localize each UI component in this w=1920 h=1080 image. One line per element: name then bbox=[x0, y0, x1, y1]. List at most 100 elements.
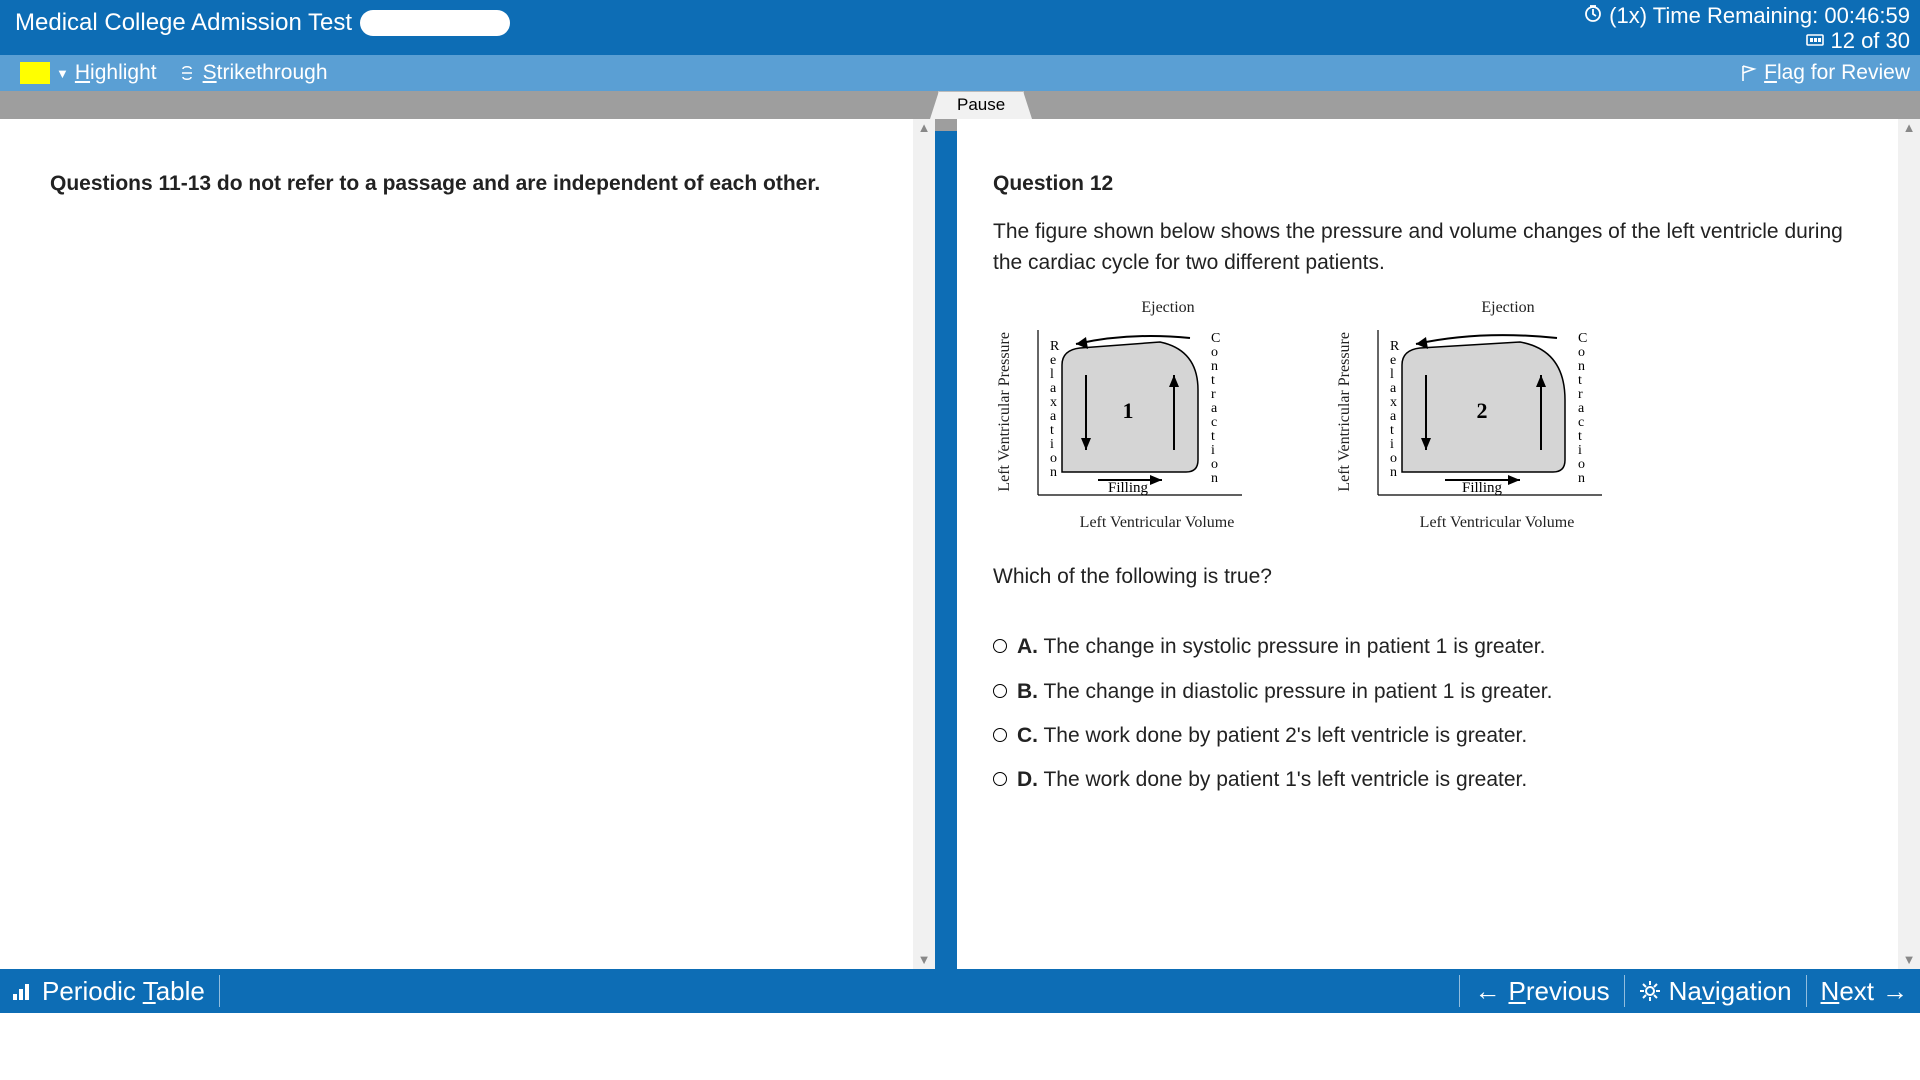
periodic-table-icon bbox=[12, 981, 34, 1001]
pv-loop-1: 1 Relaxation Contraction Filling bbox=[1020, 320, 1250, 505]
separator bbox=[1624, 975, 1625, 1007]
svg-text:e: e bbox=[1390, 353, 1396, 368]
svg-text:i: i bbox=[1050, 437, 1054, 452]
question-progress[interactable]: 12 of 30 bbox=[1583, 28, 1910, 53]
question-stem: The figure shown below shows the pressur… bbox=[993, 217, 1860, 278]
svg-text:i: i bbox=[1211, 443, 1215, 458]
svg-text:l: l bbox=[1050, 367, 1054, 382]
tool-bar: ▼ Highlight Strikethrough Flag for Revie… bbox=[0, 55, 1920, 91]
nav-mnemonic: v bbox=[1702, 976, 1715, 1006]
svg-text:t: t bbox=[1211, 373, 1215, 388]
timer[interactable]: (1x) Time Remaining: 00:46:59 bbox=[1583, 3, 1910, 28]
pane-divider[interactable] bbox=[935, 119, 957, 969]
answer-choice[interactable]: C. The work done by patient 2's left ven… bbox=[993, 721, 1860, 751]
scrollbar[interactable]: ▲▼ bbox=[1898, 119, 1920, 969]
progress-text: 12 of 30 bbox=[1830, 28, 1910, 53]
ejection-label: Ejection bbox=[1043, 296, 1293, 319]
svg-text:r: r bbox=[1578, 387, 1583, 402]
periodic-label-post: able bbox=[156, 976, 205, 1006]
svg-text:t: t bbox=[1578, 373, 1582, 388]
svg-text:R: R bbox=[1390, 339, 1400, 354]
pause-bar: Pause bbox=[0, 91, 1920, 119]
arrow-left-icon: ← bbox=[1474, 976, 1500, 1007]
filling-label: Filling bbox=[1462, 480, 1503, 496]
x-axis-label: Left Ventricular Volume bbox=[1361, 511, 1633, 534]
separator bbox=[219, 975, 220, 1007]
strike-mnemonic: S bbox=[203, 61, 217, 84]
answer-choice[interactable]: A. The change in systolic pressure in pa… bbox=[993, 632, 1860, 662]
svg-text:c: c bbox=[1578, 415, 1584, 430]
gear-icon bbox=[1639, 980, 1661, 1002]
content-area: Questions 11-13 do not refer to a passag… bbox=[0, 119, 1920, 969]
pv-loop-2: 2 Relaxation Contraction Filling bbox=[1360, 320, 1610, 505]
radio-icon bbox=[993, 728, 1007, 742]
question-heading: Question 12 bbox=[993, 169, 1860, 199]
timer-value: 00:46:59 bbox=[1824, 3, 1910, 28]
svg-text:t: t bbox=[1211, 429, 1215, 444]
next-button[interactable]: Next → bbox=[1821, 976, 1908, 1007]
diagram-panel-1: Ejection Left Ventricular Pressure bbox=[993, 296, 1293, 533]
next-label: ext bbox=[1839, 976, 1874, 1006]
svg-text:i: i bbox=[1578, 443, 1582, 458]
scrollbar[interactable]: ▲▼ bbox=[913, 119, 935, 969]
svg-text:n: n bbox=[1578, 471, 1585, 486]
clock-icon bbox=[1583, 3, 1603, 23]
svg-text:o: o bbox=[1211, 345, 1218, 360]
svg-text:t: t bbox=[1390, 423, 1394, 438]
svg-text:o: o bbox=[1211, 457, 1218, 472]
diagram-panel-2: Ejection Left Ventricular Pressure bbox=[1333, 296, 1633, 533]
flag-for-review[interactable]: Flag for Review bbox=[1738, 61, 1910, 85]
svg-text:t: t bbox=[1050, 423, 1054, 438]
radio-icon bbox=[993, 684, 1007, 698]
svg-text:i: i bbox=[1390, 437, 1394, 452]
highlight-tool[interactable]: ▼ Highlight bbox=[20, 61, 157, 85]
footer-bar: Periodic Table ← Previous Navigation Nex… bbox=[0, 969, 1920, 1013]
svg-text:r: r bbox=[1211, 387, 1216, 402]
figure: Ejection Left Ventricular Pressure bbox=[993, 296, 1860, 533]
svg-text:a: a bbox=[1578, 401, 1585, 416]
svg-text:n: n bbox=[1390, 465, 1397, 480]
svg-text:o: o bbox=[1390, 451, 1397, 466]
scroll-down-icon: ▼ bbox=[1903, 953, 1916, 967]
header-bar: Medical College Admission Test (1x) Time… bbox=[0, 0, 1920, 55]
svg-text:o: o bbox=[1578, 345, 1585, 360]
svg-text:R: R bbox=[1050, 339, 1060, 354]
answer-letter: A. bbox=[1017, 635, 1038, 658]
svg-text:n: n bbox=[1050, 465, 1057, 480]
svg-text:c: c bbox=[1211, 415, 1217, 430]
answer-letter: B. bbox=[1017, 680, 1038, 703]
passage-pane: Questions 11-13 do not refer to a passag… bbox=[0, 119, 935, 969]
dropdown-icon: ▼ bbox=[56, 66, 69, 81]
svg-text:a: a bbox=[1211, 401, 1218, 416]
svg-text:l: l bbox=[1390, 367, 1394, 382]
highlight-label: ighlight bbox=[90, 61, 157, 84]
svg-text:a: a bbox=[1050, 409, 1057, 424]
highlight-swatch-icon bbox=[20, 62, 50, 84]
navigation-button[interactable]: Navigation bbox=[1639, 976, 1792, 1007]
previous-button[interactable]: ← Previous bbox=[1474, 976, 1609, 1007]
svg-text:n: n bbox=[1578, 359, 1585, 374]
filling-label: Filling bbox=[1108, 480, 1149, 496]
strike-label: trikethrough bbox=[217, 61, 328, 84]
svg-text:e: e bbox=[1050, 353, 1056, 368]
periodic-table-button[interactable]: Periodic Table bbox=[12, 976, 205, 1007]
svg-text:a: a bbox=[1050, 381, 1057, 396]
arrow-right-icon: → bbox=[1882, 976, 1908, 1007]
answer-choice[interactable]: D. The work done by patient 1's left ven… bbox=[993, 765, 1860, 795]
answer-choice[interactable]: B. The change in diastolic pressure in p… bbox=[993, 677, 1860, 707]
svg-text:n: n bbox=[1211, 471, 1218, 486]
svg-text:C: C bbox=[1211, 331, 1220, 346]
answer-letter: D. bbox=[1017, 768, 1038, 791]
next-mnemonic: N bbox=[1821, 976, 1840, 1006]
separator bbox=[1806, 975, 1807, 1007]
svg-text:o: o bbox=[1050, 451, 1057, 466]
periodic-label-pre: Periodic bbox=[42, 976, 143, 1006]
pause-button[interactable]: Pause bbox=[938, 91, 1024, 119]
flag-label: lag for Review bbox=[1777, 61, 1910, 84]
scroll-down-icon: ▼ bbox=[918, 953, 931, 967]
strikethrough-tool[interactable]: Strikethrough bbox=[177, 61, 328, 85]
answer-text: The change in systolic pressure in patie… bbox=[1043, 635, 1545, 658]
answer-text: The work done by patient 2's left ventri… bbox=[1043, 724, 1527, 747]
prev-mnemonic: P bbox=[1508, 976, 1525, 1006]
svg-text:n: n bbox=[1211, 359, 1218, 374]
